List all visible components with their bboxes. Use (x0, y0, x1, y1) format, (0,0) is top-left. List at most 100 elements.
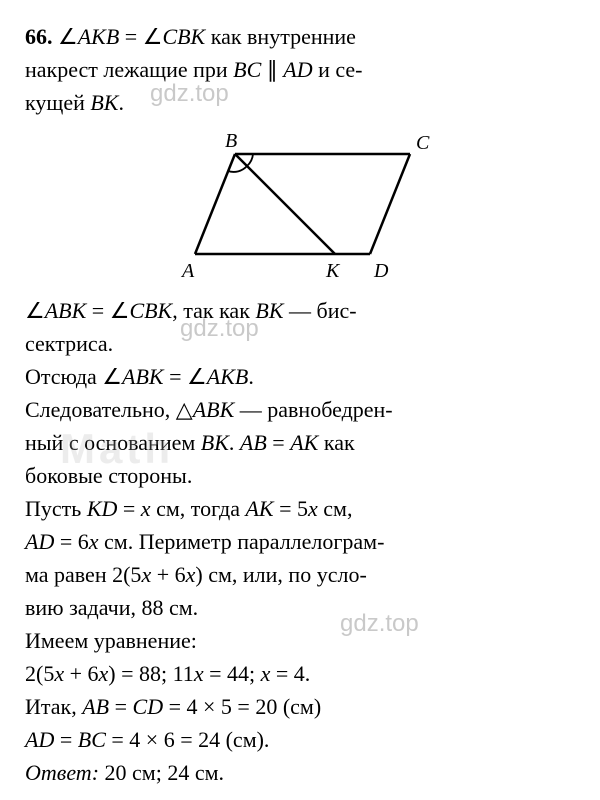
text: = ∠ (86, 298, 129, 323)
text: ) = 88; 11 (108, 661, 194, 686)
text: = ∠ (119, 24, 162, 49)
text: + 6 (64, 661, 98, 686)
answer-line: Ответ: 20 см; 24 см. (25, 756, 575, 789)
parallelogram-figure: B C A D K (140, 129, 460, 284)
var-x: x (194, 661, 204, 686)
label-a: A (180, 260, 195, 282)
text: = ∠ (164, 364, 207, 389)
seg-kd: KD (87, 496, 118, 521)
problem-number: 66. (25, 24, 53, 49)
text: ∠ (25, 298, 45, 323)
solution-line-8: AD = 6x см. Периметр параллелограм- (25, 525, 575, 558)
problem-line-3: кущей BK. (25, 86, 575, 119)
text: = 44; (204, 661, 261, 686)
seg-cd: CD (133, 694, 164, 719)
text: = 4. (270, 661, 310, 686)
text: . (248, 364, 254, 389)
seg-bk: BK (90, 90, 118, 115)
text: — равнобедрен- (234, 397, 392, 422)
seg-bk: BK (201, 430, 229, 455)
angle-cbk: CBK (162, 24, 205, 49)
answer-text: 20 см; 24 см. (99, 760, 224, 785)
text: Итак, (25, 694, 82, 719)
text: Пусть (25, 496, 87, 521)
label-k: K (325, 260, 341, 282)
text: = 5 (274, 496, 308, 521)
problem-line-1: 66. ∠AKB = ∠CBK как внутренние (25, 20, 575, 53)
solution-line-14: AD = BC = 4 × 6 = 24 (см). (25, 723, 575, 756)
var-x: x (261, 661, 271, 686)
angle-akb: AKB (78, 24, 120, 49)
text: Отсюда ∠ (25, 364, 122, 389)
text: = (267, 430, 290, 455)
text: см, тогда (151, 496, 246, 521)
var-x: x (141, 562, 151, 587)
edge-cd (370, 154, 410, 254)
solution-line-5: ный с основанием BK. AB = AK как (25, 426, 575, 459)
text: . (229, 430, 240, 455)
seg-bk: BK (255, 298, 283, 323)
solution-line-2: сектриса. (25, 327, 575, 360)
solution-line-6: боковые стороны. (25, 459, 575, 492)
text: , так как (172, 298, 255, 323)
figure-container: B C A D K (25, 129, 575, 284)
var-x: x (99, 661, 109, 686)
text: ный с основанием (25, 430, 201, 455)
var-x: x (308, 496, 318, 521)
var-x: x (141, 496, 151, 521)
text: ∥ (261, 57, 283, 82)
var-x: x (54, 661, 64, 686)
seg-ak: AK (245, 496, 273, 521)
text: = 4 × 6 = 24 (см). (106, 727, 270, 752)
text: = 6 (54, 529, 88, 554)
tri-abk: ABK (193, 397, 235, 422)
seg-bc: BC (78, 727, 106, 752)
answer-label: Ответ: (25, 760, 99, 785)
seg-ak: AK (290, 430, 318, 455)
text: = (109, 694, 132, 719)
text: Следовательно, △ (25, 397, 193, 422)
angle-abk: ABK (45, 298, 87, 323)
text: ) см, или, по усло- (195, 562, 366, 587)
solution-line-4: Следовательно, △ABK — равнобедрен- (25, 393, 575, 426)
text: ∠ (58, 24, 78, 49)
text: . (118, 90, 124, 115)
seg-ab: AB (240, 430, 267, 455)
seg-ad: AD (283, 57, 312, 82)
var-x: x (89, 529, 99, 554)
solution-line-9: ма равен 2(5x + 6x) см, или, по усло- (25, 558, 575, 591)
text: накрест лежащие при (25, 57, 233, 82)
bisector-bk (235, 154, 335, 254)
seg-bc: BC (233, 57, 261, 82)
seg-ad: AD (25, 529, 54, 554)
text: 2(5 (25, 661, 54, 686)
text: кущей (25, 90, 90, 115)
solution-line-11: Имеем уравнение: (25, 624, 575, 657)
solution-line-7: Пусть KD = x см, тогда AK = 5x см, (25, 492, 575, 525)
var-x: x (186, 562, 196, 587)
solution-line-10: вию задачи, 88 см. (25, 591, 575, 624)
text: — бис- (284, 298, 357, 323)
text: и се- (313, 57, 363, 82)
angle-abk: ABK (122, 364, 164, 389)
solution-line-3: Отсюда ∠ABK = ∠AKB. (25, 360, 575, 393)
edge-ab (195, 154, 235, 254)
label-b: B (225, 130, 237, 152)
text: как (318, 430, 354, 455)
solution-line-13: Итак, AB = CD = 4 × 5 = 20 (см) (25, 690, 575, 723)
text: = (117, 496, 140, 521)
solution-line-1: ∠ABK = ∠CBK, так как BK — бис- (25, 294, 575, 327)
text: + 6 (151, 562, 185, 587)
angle-akb: AKB (207, 364, 249, 389)
text: см. Периметр параллелограм- (99, 529, 385, 554)
seg-ab: AB (82, 694, 109, 719)
angle-mark-2 (247, 154, 253, 166)
label-d: D (373, 260, 389, 282)
solution-line-12: 2(5x + 6x) = 88; 11x = 44; x = 4. (25, 657, 575, 690)
seg-ad: AD (25, 727, 54, 752)
label-c: C (416, 132, 430, 154)
text: = 4 × 5 = 20 (см) (163, 694, 321, 719)
text: см, (318, 496, 353, 521)
angle-cbk: CBK (129, 298, 172, 323)
text: ма равен 2(5 (25, 562, 141, 587)
